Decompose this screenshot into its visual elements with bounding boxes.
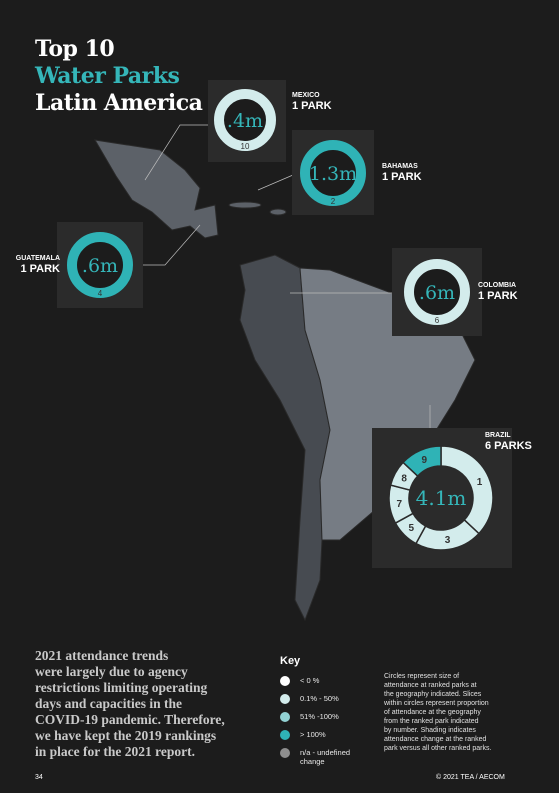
park-count: 1 PARK xyxy=(478,290,518,302)
key-item: < 0 % xyxy=(280,676,360,686)
note-line: attendance at ranked parks at xyxy=(384,682,477,689)
slice-rank: 7 xyxy=(397,499,403,510)
country-label: COLOMBIA xyxy=(478,282,517,289)
key-item: 51% -100% xyxy=(280,712,360,722)
note-line: by number. Shading indicates xyxy=(384,727,476,734)
ring-rank: 6 xyxy=(435,316,440,325)
body-line: in place for the 2021 report. xyxy=(35,744,195,759)
title: Top 10 xyxy=(35,36,115,62)
body-line: were largely due to agency xyxy=(35,664,188,679)
attendance: .6m xyxy=(82,255,118,277)
ring xyxy=(300,140,366,206)
park-count: 6 PARKS xyxy=(485,440,532,452)
key-swatch xyxy=(280,712,290,722)
caribbean-island xyxy=(269,208,287,216)
body-line: 2021 attendance trends xyxy=(35,648,169,663)
attendance: .4m xyxy=(227,110,263,132)
key-label: > 100% xyxy=(300,730,326,739)
country-label: GUATEMALA xyxy=(15,255,60,262)
pointer-line xyxy=(144,124,215,181)
key-item: n/a - undefined change xyxy=(280,748,360,766)
body-line: days and capacities in the xyxy=(35,696,183,711)
key-note: Circles represent size of attendance at r… xyxy=(384,672,491,753)
key-label: n/a - undefined change xyxy=(300,748,351,766)
body-line: restrictions limiting operating xyxy=(35,680,208,695)
slice-rank: 3 xyxy=(445,535,451,546)
park-count: 1 PARK xyxy=(382,171,422,183)
slice xyxy=(440,445,494,535)
park-count: 1 PARK xyxy=(292,100,332,112)
attendance: 1.3m xyxy=(309,163,357,185)
slice-rank: 9 xyxy=(422,455,428,466)
slice xyxy=(402,445,442,478)
key-label: 0.1% - 50% xyxy=(300,694,339,703)
title: Latin America xyxy=(35,90,203,116)
ring xyxy=(214,89,276,151)
body-line: COVID-19 pandemic. Therefore, xyxy=(35,712,225,727)
country-label: MEXICO xyxy=(292,92,320,99)
copyright: © 2021 TEA / AECOM xyxy=(436,774,505,781)
key-label: 51% -100% xyxy=(300,712,339,721)
key-item: > 100% xyxy=(280,730,360,740)
slice-rank: 5 xyxy=(409,523,415,534)
country-label: BRAZIL xyxy=(485,432,511,439)
title: Water Parks xyxy=(35,63,180,89)
key-item: 0.1% - 50% xyxy=(280,694,360,704)
body-line: we have kept the 2019 rankings xyxy=(35,728,217,743)
note-line: attendance change at the ranked xyxy=(384,736,487,743)
slice-rank: 1 xyxy=(477,477,483,488)
ring-rank: 4 xyxy=(98,289,103,298)
rings: 10 .4m 2 1.3m 4 .6m 6 .6m 1 3 5 7 8 9 4.1m xyxy=(57,80,512,568)
key-label: < 0 % xyxy=(300,676,320,685)
note-line: within circles represent proportion xyxy=(384,700,489,707)
ring xyxy=(67,232,133,298)
key-swatch xyxy=(280,676,290,686)
note-line: Circles represent size of xyxy=(384,673,460,680)
ring-rank: 2 xyxy=(331,197,336,206)
note-line: park versus all other ranked parks. xyxy=(384,745,492,752)
mexico-central-america xyxy=(94,139,219,239)
body-text: 2021 attendance trends were largely due t… xyxy=(35,648,225,760)
key-swatch xyxy=(280,730,290,740)
ring xyxy=(404,259,470,325)
note-line: the geography indicated. Slices xyxy=(384,691,482,698)
note-line: from the ranked park indicated xyxy=(384,718,479,725)
park-count: 1 PARK xyxy=(20,263,60,275)
note-line: of attendance at the geography xyxy=(384,709,481,716)
key-title: Key xyxy=(280,655,301,667)
slice-rank: 8 xyxy=(401,473,407,484)
key-swatch xyxy=(280,694,290,704)
caribbean-island xyxy=(228,201,262,209)
attendance: .6m xyxy=(419,282,455,304)
page-number: 34 xyxy=(35,774,43,781)
ring-rank: 10 xyxy=(241,142,250,151)
pointers xyxy=(130,124,431,440)
attendance: 4.1m xyxy=(416,486,467,510)
key-swatch xyxy=(280,748,290,758)
country-label: BAHAMAS xyxy=(382,163,418,170)
